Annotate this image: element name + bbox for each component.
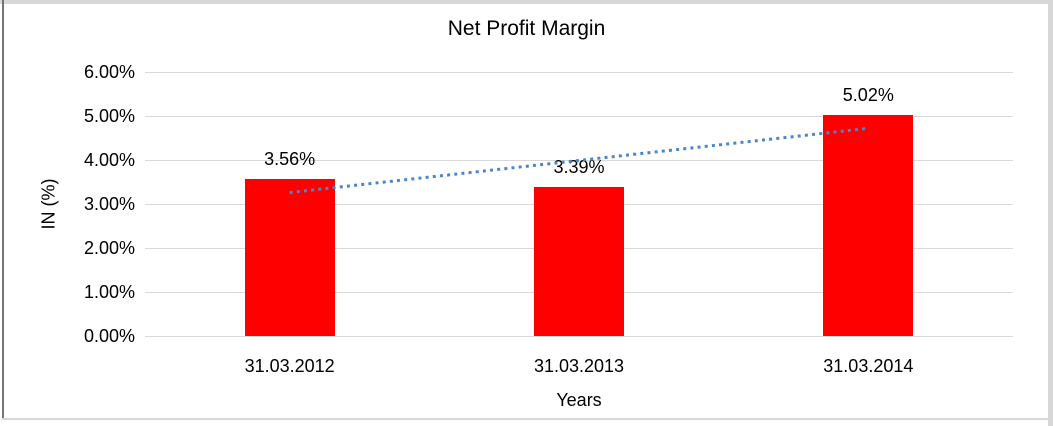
y-axis-tick-label: 5.00% bbox=[83, 106, 135, 126]
y-axis-tick-label: 4.00% bbox=[83, 150, 135, 170]
x-axis-tick-label: 31.03.2014 bbox=[823, 356, 914, 376]
frame-right bbox=[1048, 0, 1053, 426]
gridline bbox=[145, 71, 1013, 73]
frame-top bbox=[0, 0, 1053, 4]
frame-left bbox=[2, 0, 4, 419]
x-axis-tick-label: 31.03.2012 bbox=[244, 356, 335, 376]
gridline bbox=[145, 115, 1013, 117]
bar bbox=[244, 179, 335, 336]
y-axis-tick-label: 6.00% bbox=[83, 62, 135, 82]
bar-data-label: 5.02% bbox=[842, 85, 894, 106]
bar bbox=[823, 115, 914, 336]
y-axis-tick-label: 3.00% bbox=[83, 194, 135, 214]
x-axis-tick-label: 31.03.2013 bbox=[533, 356, 625, 376]
bar bbox=[534, 186, 624, 336]
chart-title: Net Profit Margin bbox=[447, 17, 606, 40]
frame-bottom bbox=[2, 418, 1048, 420]
bar-data-label: 3.56% bbox=[264, 149, 316, 170]
bar-data-label: 3.39% bbox=[553, 156, 605, 177]
y-axis-tick-label: 1.00% bbox=[83, 282, 135, 302]
y-axis-tick-label: 2.00% bbox=[83, 238, 135, 258]
x-axis-title: Years bbox=[556, 390, 602, 410]
gridline bbox=[145, 335, 1013, 337]
y-axis-tick-label: 0.00% bbox=[83, 326, 135, 346]
